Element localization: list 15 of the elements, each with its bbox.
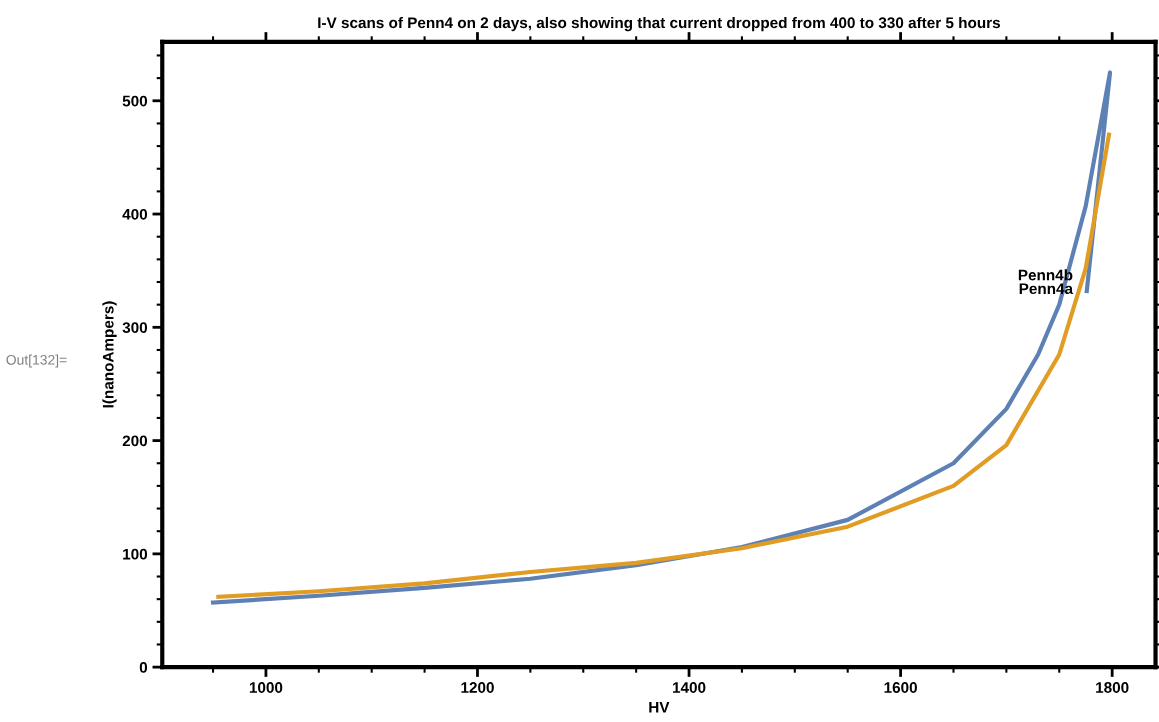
y-tick-label: 100 <box>123 548 148 560</box>
x-tick-label: 1200 <box>461 682 494 693</box>
y-axis-title: I(nanoAmpers) <box>102 301 117 408</box>
x-tick-label: 1800 <box>1096 682 1129 693</box>
y-tick-label: 400 <box>122 208 148 220</box>
x-tick-label: 1400 <box>673 682 706 693</box>
x-tick-label: 1000 <box>249 682 283 693</box>
y-tick-label: 300 <box>122 322 148 334</box>
x-axis-title: HV <box>649 702 670 713</box>
x-tick-label: 1600 <box>884 682 917 693</box>
y-tick-label: 0 <box>139 662 148 673</box>
text: Out[132]= <box>6 354 67 368</box>
y-tick-label: 500 <box>122 95 148 107</box>
y-tick-label: 200 <box>122 435 148 447</box>
chart-title: I-V scans of Penn4 on 2 days, also showing that current dropped from 400 to 330 after 5 hours <box>318 16 1000 32</box>
